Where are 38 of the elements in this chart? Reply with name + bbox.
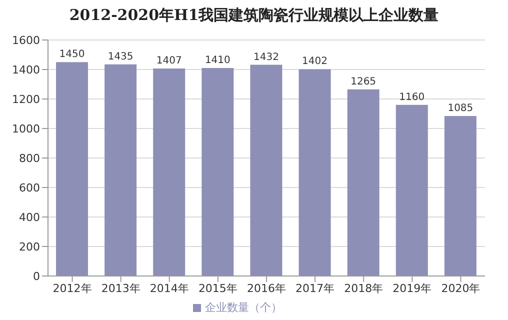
data-label: 1160 (399, 92, 425, 103)
data-label: 1410 (204, 55, 230, 66)
y-tick-label: 800 (19, 152, 40, 165)
y-tick-label: 600 (19, 181, 40, 194)
bar (250, 64, 282, 276)
y-tick-label: 1200 (12, 92, 40, 106)
bar (56, 62, 88, 276)
x-tick-label: 2015年 (198, 282, 238, 295)
bar (202, 68, 234, 276)
data-label: 1265 (350, 76, 376, 88)
x-tick-label: 2020年 (441, 282, 480, 295)
y-tick-label: 400 (19, 210, 40, 224)
x-tick-label: 2018年 (344, 282, 384, 295)
x-tick-label: 2014年 (150, 282, 189, 295)
x-tick-label: 2013年 (101, 282, 140, 295)
x-tick-label: 2019年 (392, 282, 432, 295)
y-tick-label: 1000 (12, 122, 40, 136)
bar (298, 69, 331, 276)
data-label: 1407 (156, 55, 182, 66)
y-tick-label: 1600 (12, 34, 40, 47)
data-label: 1402 (302, 56, 328, 68)
bar (444, 116, 476, 276)
x-tick-label: 2012年 (52, 282, 92, 295)
y-tick-label: 1400 (12, 63, 40, 76)
data-label: 1435 (108, 51, 134, 62)
data-label: 1085 (448, 102, 474, 114)
data-label: 1450 (59, 49, 85, 60)
y-tick-label: 0 (33, 270, 40, 283)
data-label: 1432 (253, 52, 279, 63)
bar (396, 104, 428, 276)
y-tick-label: 200 (19, 240, 40, 254)
legend-label: 企业数量（个） (205, 301, 282, 314)
x-tick-label: 2017年 (296, 282, 335, 295)
bar (347, 89, 380, 276)
chart-title: 2012-2020年H1我国建筑陶瓷行业规模以上企业数量 (68, 6, 440, 25)
bar (104, 64, 137, 276)
bar (153, 68, 186, 276)
x-tick-label: 2016年 (247, 282, 286, 295)
